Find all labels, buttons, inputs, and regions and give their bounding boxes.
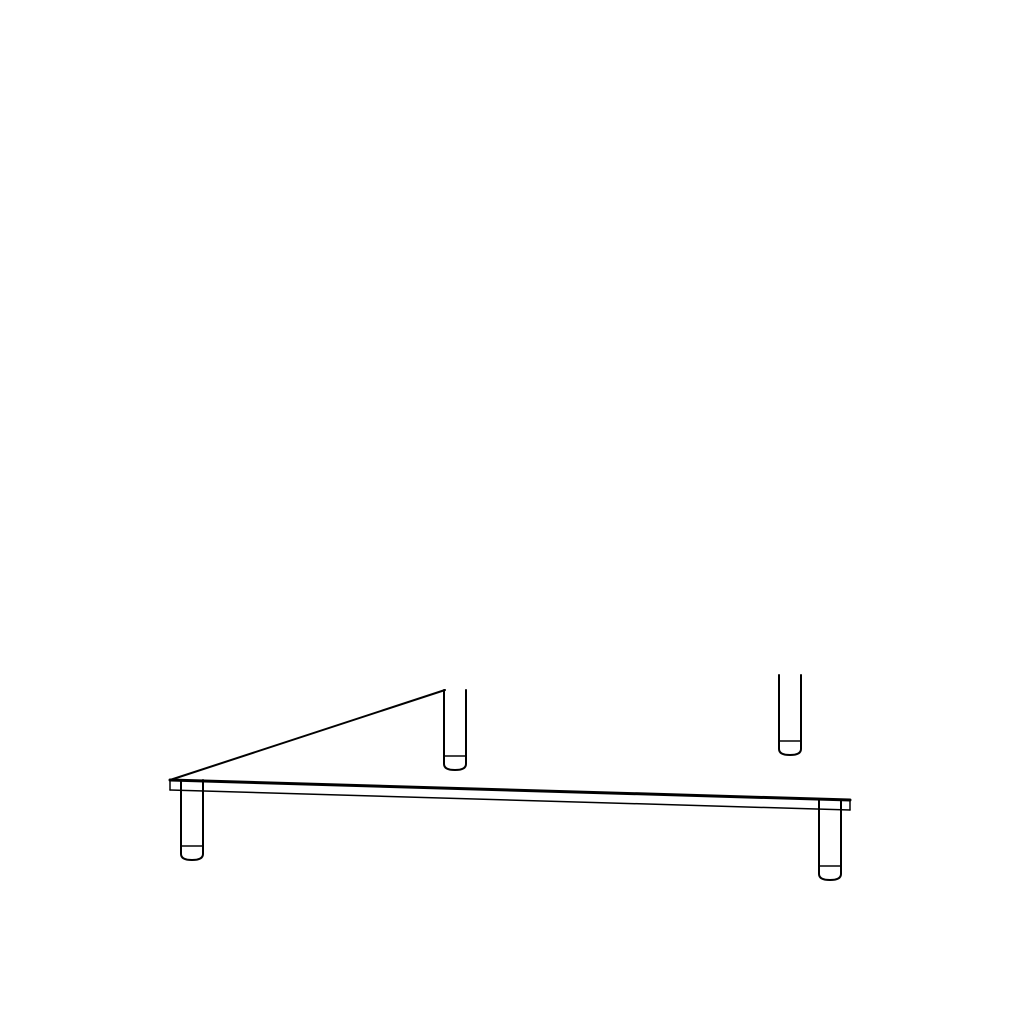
dimension-diagram: [0, 0, 1024, 1024]
